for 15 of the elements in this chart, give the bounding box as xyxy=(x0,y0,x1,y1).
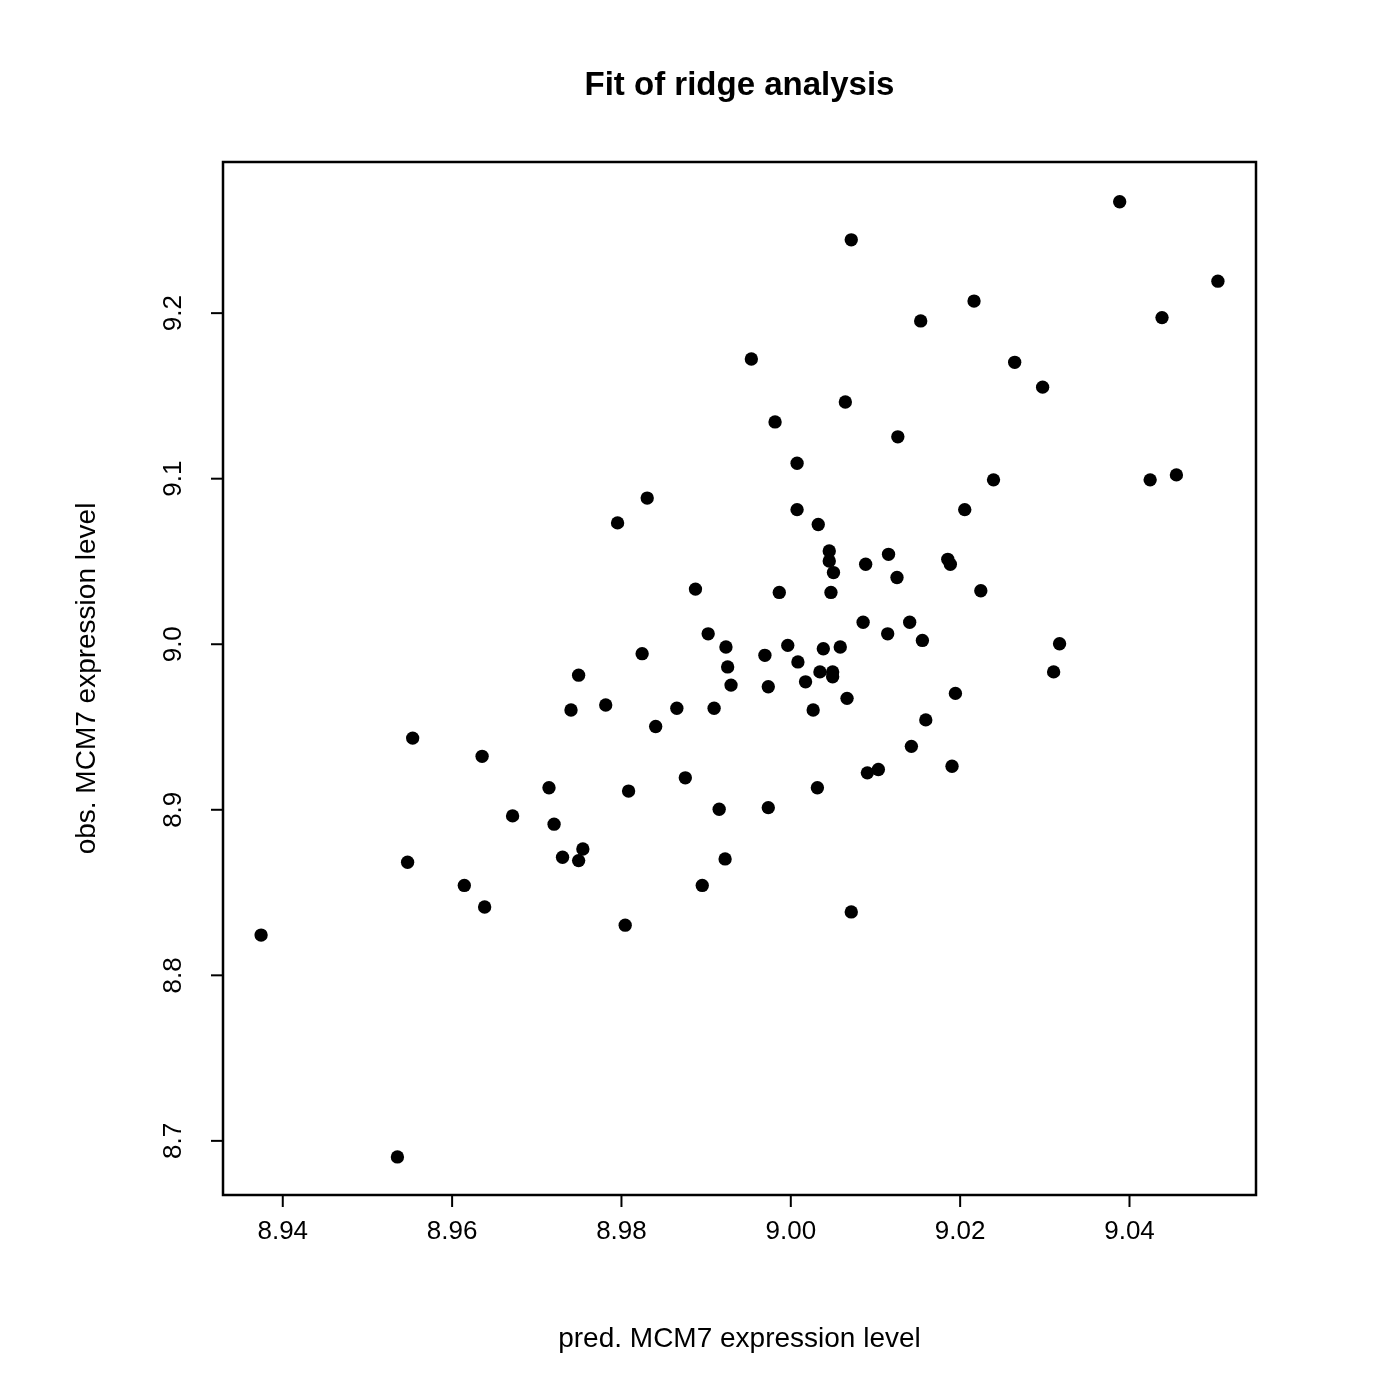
x-tick-label: 8.98 xyxy=(596,1215,647,1246)
x-tick-label: 8.96 xyxy=(426,1215,478,1246)
y-tick-label: 9.1 xyxy=(157,460,187,497)
y-tick-label: 8.9 xyxy=(157,791,187,828)
x-tick-label: 9.00 xyxy=(765,1215,817,1246)
y-tick-label: 8.8 xyxy=(157,957,187,994)
chart-title: Fit of ridge analysis xyxy=(584,65,895,102)
x-tick-label: 9.04 xyxy=(1104,1215,1155,1246)
x-tick-label: 8.94 xyxy=(257,1215,309,1246)
y-tick-label: 9.0 xyxy=(157,626,187,663)
y-tick-label: 9.2 xyxy=(157,295,187,332)
x-tick-label: 9.02 xyxy=(934,1215,986,1246)
x-axis-title: pred. MCM7 expression level xyxy=(558,1322,921,1353)
y-tick-label: 8.7 xyxy=(157,1122,187,1159)
y-axis-title: obs. MCM7 expression level xyxy=(70,502,101,855)
